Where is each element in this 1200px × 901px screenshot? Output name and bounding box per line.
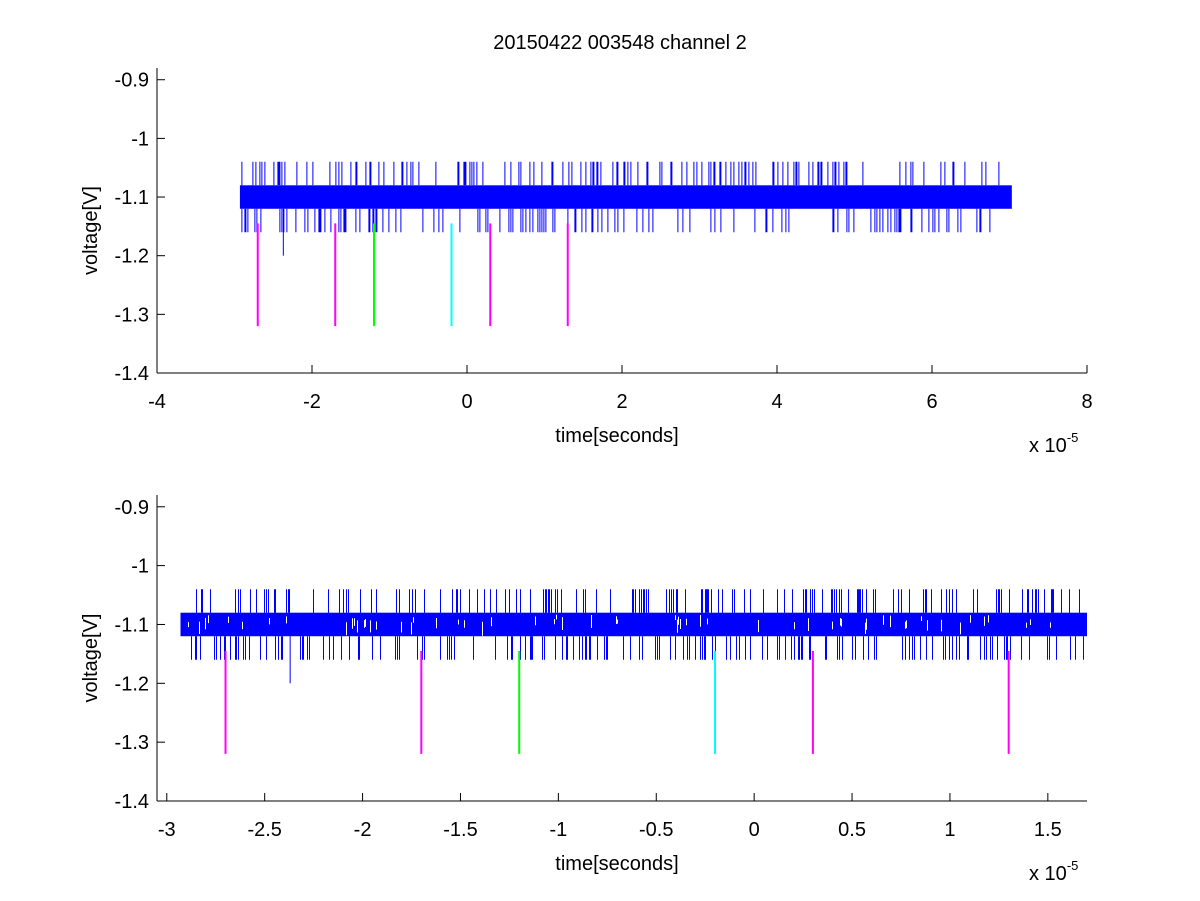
x-tick-label: -0.5 xyxy=(639,819,673,841)
y-tick-label: -1 xyxy=(131,128,149,150)
x-tick-label: 8 xyxy=(1081,391,1092,413)
signal-band xyxy=(180,612,1087,637)
x-tick-label: 1 xyxy=(944,819,955,841)
y-axis-label: voltage[V] xyxy=(80,186,102,275)
x-exponent-label: x 10-5 xyxy=(1029,430,1078,457)
y-tick-label: -1.4 xyxy=(115,791,149,813)
x-tick-label: -1 xyxy=(549,819,567,841)
signal-spikes xyxy=(241,161,1000,233)
signal-gaps xyxy=(188,614,1051,636)
bottom-plot: time[seconds] voltage[V] x 10-5 -1.4 -1.3… xyxy=(80,495,1087,885)
x-tick-label: 0 xyxy=(749,819,760,841)
y-tick-label: -1 xyxy=(131,556,149,578)
x-tick-label: 0 xyxy=(461,391,472,413)
x-tick-label: 6 xyxy=(926,391,937,413)
signal-band xyxy=(239,185,1012,209)
x-exponent-label: x 10-5 xyxy=(1029,858,1078,885)
y-tick-label: -1.4 xyxy=(115,363,149,385)
x-tick-label: 4 xyxy=(771,391,782,413)
y-tick-label: -0.9 xyxy=(115,70,149,92)
x-tick-label: -1.5 xyxy=(443,819,477,841)
x-tick-label: 2 xyxy=(616,391,627,413)
x-tick-label: -2.5 xyxy=(247,819,281,841)
top-plot: time[seconds] voltage[V] x 10-5 -1.4 -1.3… xyxy=(80,68,1093,457)
y-tick-label: -1.3 xyxy=(115,304,149,326)
x-axis-label: time[seconds] xyxy=(555,425,678,447)
chart-title: 20150422 003548 channel 2 xyxy=(493,32,747,54)
x-tick-label: -3 xyxy=(158,819,176,841)
x-tick-label: -4 xyxy=(148,391,166,413)
x-tick-label: 0.5 xyxy=(838,819,866,841)
y-tick-label: -0.9 xyxy=(115,497,149,519)
y-tick-label: -1.3 xyxy=(115,732,149,754)
x-tick-label: 1.5 xyxy=(1034,819,1062,841)
x-tick-label: -2 xyxy=(303,391,321,413)
y-tick-label: -1.2 xyxy=(115,246,149,268)
x-axis-label: time[seconds] xyxy=(555,853,678,875)
y-tick-label: -1.1 xyxy=(115,614,149,636)
y-tick-label: -1.1 xyxy=(115,187,149,209)
y-axis-label: voltage[V] xyxy=(80,614,102,703)
signal-spikes xyxy=(191,589,1084,660)
y-tick-label: -1.2 xyxy=(115,673,149,695)
x-tick-label: -2 xyxy=(354,819,372,841)
